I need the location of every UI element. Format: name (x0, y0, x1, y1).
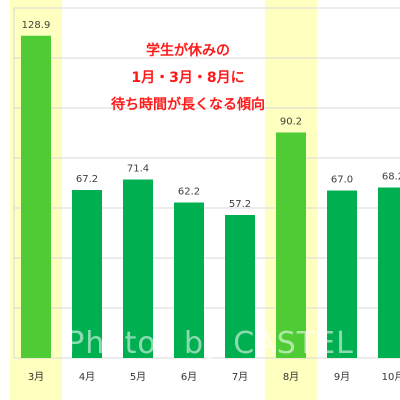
data-label-5: 62.2 (178, 187, 200, 198)
x-tick-label-7: 8月 (283, 371, 299, 383)
bar-3 (72, 190, 102, 358)
x-tick-label-5: 6月 (181, 371, 197, 383)
data-label-8: 67.0 (331, 175, 353, 186)
bar-4 (123, 179, 153, 358)
bar-6 (225, 215, 255, 358)
x-tick-label-3: 4月 (79, 371, 95, 383)
annotation-line-2: 1月・3月・8月に (131, 70, 245, 86)
data-label-4: 71.4 (127, 164, 149, 175)
bar-7 (276, 132, 306, 358)
x-tick-label-8: 9月 (334, 371, 350, 383)
bar-9 (378, 187, 400, 358)
data-label-7: 90.2 (280, 117, 302, 128)
data-label-3: 67.2 (76, 174, 98, 185)
data-label-6: 57.2 (229, 199, 251, 210)
x-tick-label-2: 3月 (28, 371, 44, 383)
x-tick-label-9: 10月 (382, 371, 400, 383)
x-tick-label-4: 5月 (130, 371, 146, 383)
data-label-9: 68.2 (382, 172, 400, 183)
x-tick-label-6: 7月 (232, 371, 248, 383)
data-label-2: 128.9 (22, 20, 51, 31)
bar-2 (21, 35, 51, 358)
chart-annotation: 学生が休みの 1月・3月・8月に 待ち時間が長くなる傾向 (68, 38, 308, 119)
annotation-line-3: 待ち時間が長くなる傾向 (111, 97, 265, 113)
bar-5 (174, 202, 204, 358)
annotation-line-1: 学生が休みの (146, 43, 230, 59)
bar-8 (327, 190, 357, 358)
